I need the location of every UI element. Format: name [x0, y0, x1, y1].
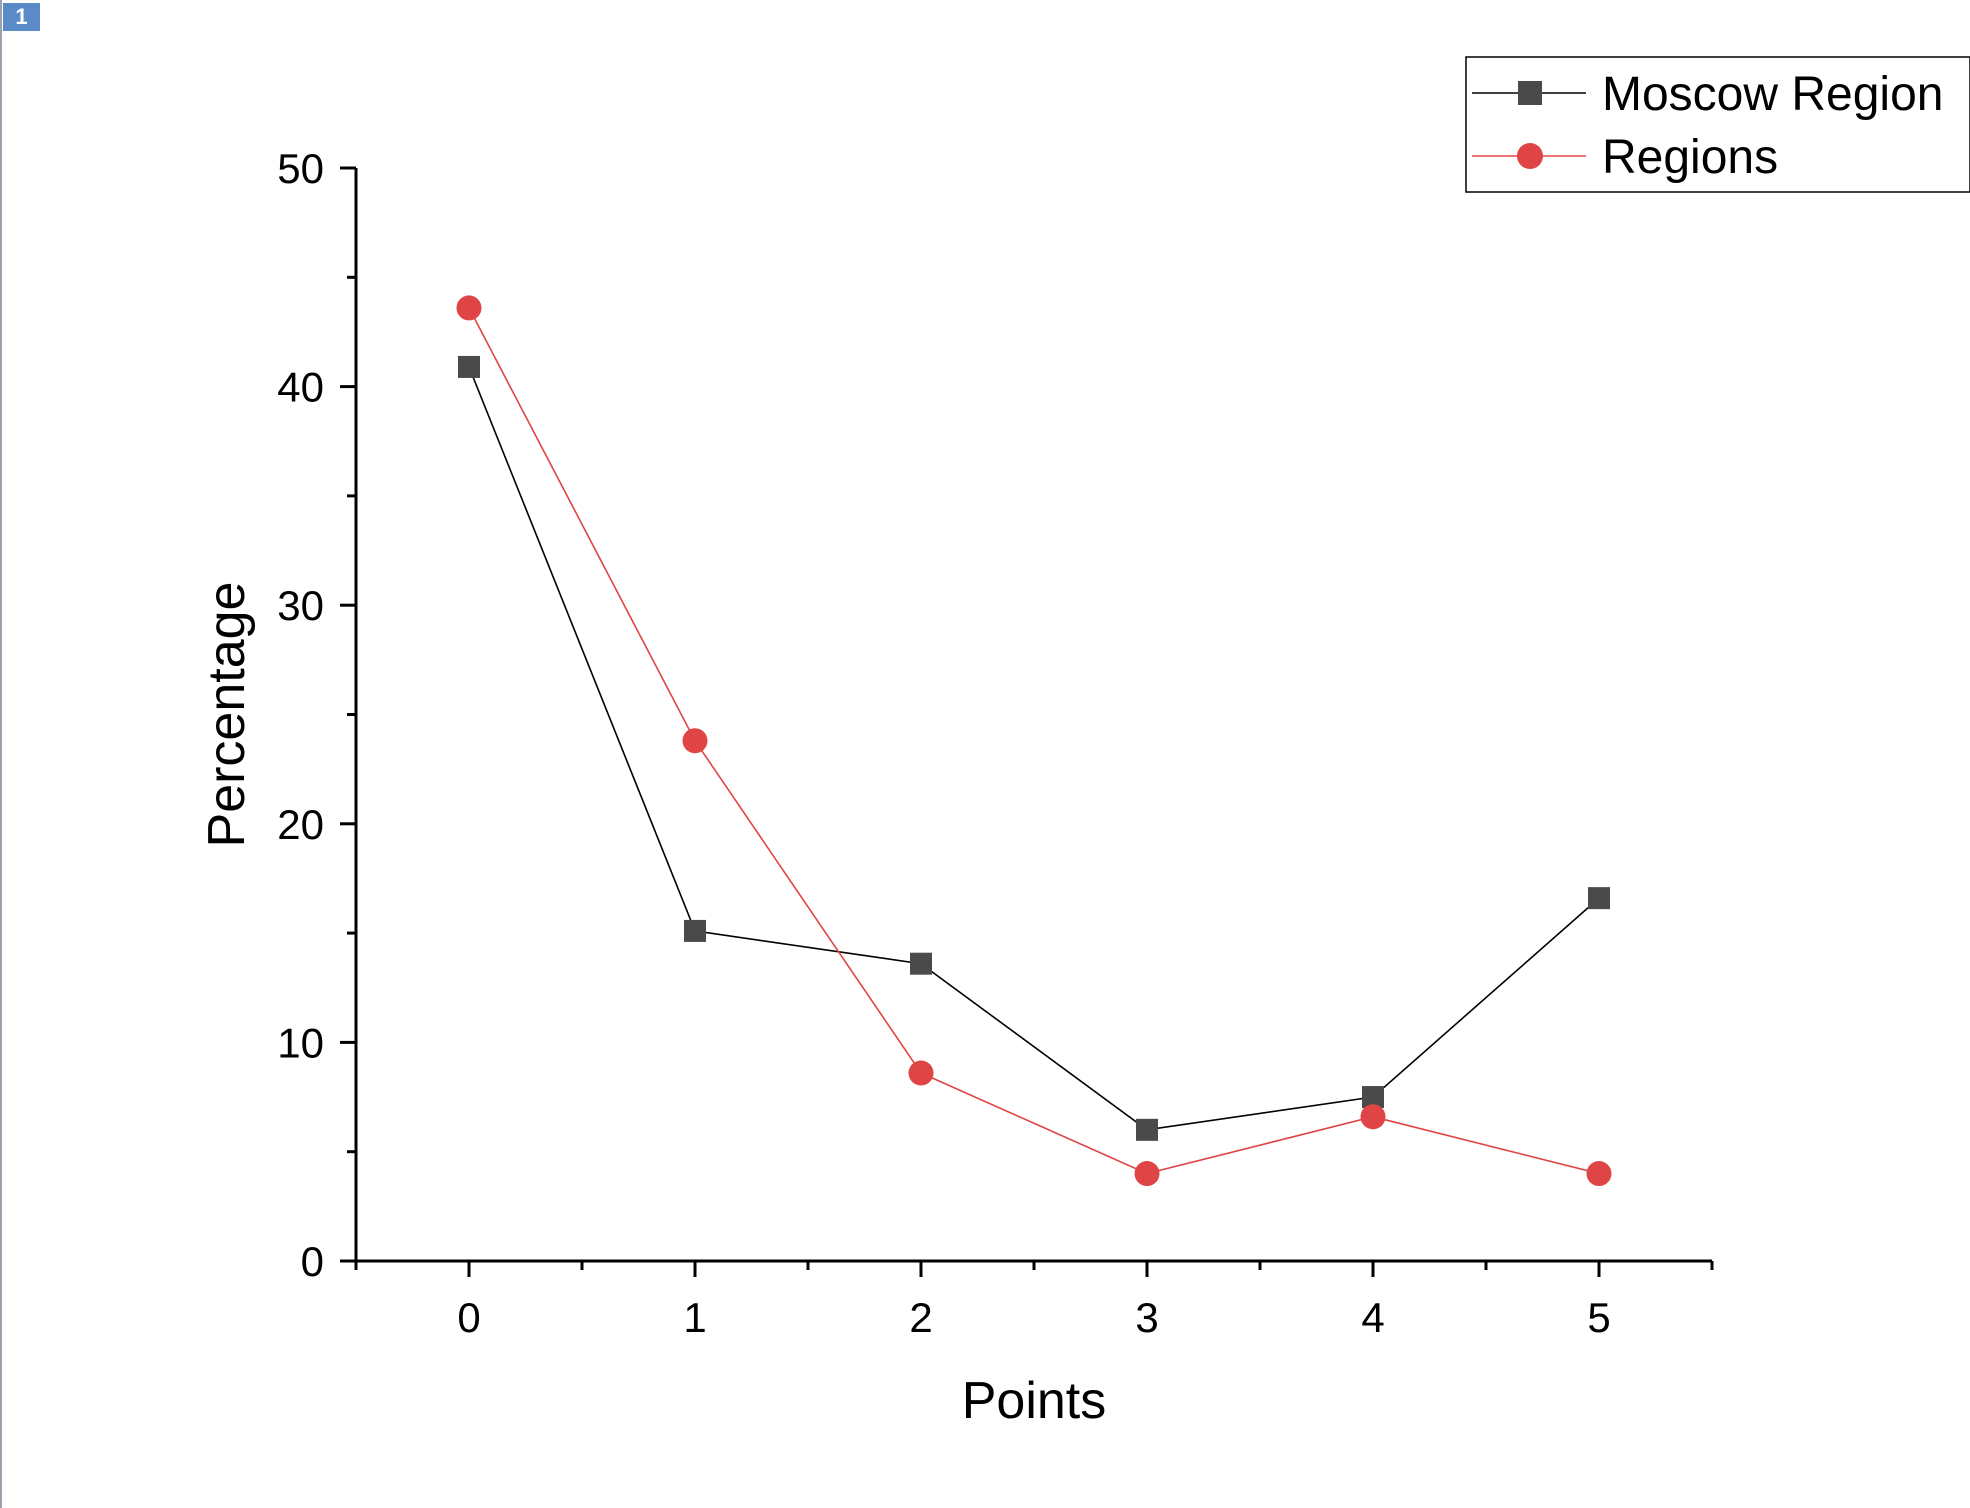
data-point-moscow-region: [910, 952, 932, 975]
page-left-border: [0, 0, 2, 1508]
x-tick-label: 2: [909, 1294, 932, 1341]
series-layer: [456, 295, 1612, 1187]
series-line-regions: [468, 307, 1600, 1175]
data-point-moscow-region: [458, 355, 480, 378]
x-tick-label: 0: [457, 1294, 480, 1341]
legend-marker-regions: [1517, 143, 1543, 169]
legend-label-moscow-region: Moscow Region: [1602, 68, 1943, 121]
data-point-regions: [682, 728, 708, 754]
data-point-regions: [1134, 1161, 1160, 1187]
data-point-regions: [1360, 1104, 1386, 1130]
data-point-regions: [456, 295, 482, 321]
data-point-moscow-region: [1136, 1118, 1158, 1141]
legend-label-regions: Regions: [1602, 131, 1778, 184]
data-point-regions: [1586, 1161, 1612, 1187]
y-axis-title: Percentage: [198, 582, 256, 848]
y-tick-label: 10: [277, 1019, 324, 1066]
data-point-moscow-region: [684, 919, 706, 942]
series-line-moscow-region: [468, 366, 1600, 1131]
x-tick-label: 1: [683, 1294, 706, 1341]
y-tick-label: 0: [301, 1238, 324, 1285]
x-axis-title: Points: [962, 1372, 1107, 1430]
legend: Moscow Region Regions: [1465, 56, 1970, 193]
axes: 0 10 20 30 40 50 0 1 2 3 4 5 Points Percentage: [198, 145, 1714, 1430]
x-tick-label: 5: [1587, 1294, 1610, 1341]
data-point-moscow-region: [1362, 1086, 1384, 1109]
x-tick-label: 4: [1361, 1294, 1384, 1341]
legend-box: [1465, 56, 1970, 193]
data-point-regions: [908, 1060, 934, 1086]
y-tick-label: 20: [277, 801, 324, 848]
y-tick-label: 40: [277, 364, 324, 411]
y-tick-label: 50: [277, 145, 324, 192]
x-tick-label: 3: [1135, 1294, 1158, 1341]
y-tick-label: 30: [277, 582, 324, 629]
legend-marker-moscow-region: [1518, 81, 1542, 105]
page-number-badge[interactable]: 1: [3, 3, 40, 31]
data-point-moscow-region: [1588, 887, 1610, 910]
